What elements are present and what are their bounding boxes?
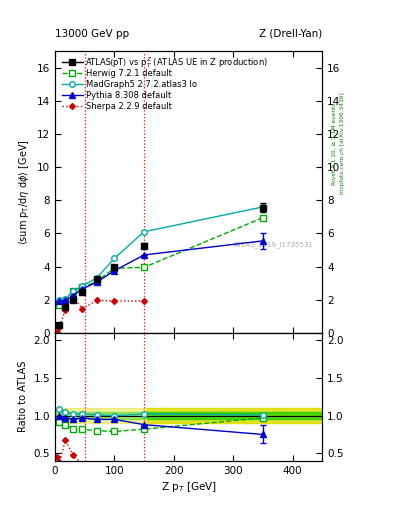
Sherpa 2.2.9 default — [70, 293, 75, 300]
Line: MadGraph5 2.7.2.atlas3 lo: MadGraph5 2.7.2.atlas3 lo — [57, 204, 266, 303]
MadGraph5 2.7.2.atlas3 lo — [261, 204, 265, 210]
Text: mcplots.cern.ch [arXiv:1306.3436]: mcplots.cern.ch [arXiv:1306.3436] — [340, 93, 345, 194]
Herwig 7.2.1 default — [80, 284, 85, 290]
Legend: ATLAS, Herwig 7.2.1 default, MadGraph5 2.7.2.atlas3 lo, Pythia 8.308 default, Sh: ATLAS, Herwig 7.2.1 default, MadGraph5 2… — [59, 55, 199, 114]
Herwig 7.2.1 default — [142, 264, 147, 270]
Line: Herwig 7.2.1 default: Herwig 7.2.1 default — [57, 215, 266, 308]
Sherpa 2.2.9 default — [80, 306, 85, 312]
MadGraph5 2.7.2.atlas3 lo — [112, 255, 117, 261]
MadGraph5 2.7.2.atlas3 lo — [63, 296, 68, 302]
Sherpa 2.2.9 default — [63, 307, 68, 313]
Y-axis label: $\langle$sum p$_{\rm T}$/d$\eta$ d$\phi\rangle$ [GeV]: $\langle$sum p$_{\rm T}$/d$\eta$ d$\phi\… — [17, 139, 31, 245]
Bar — [147, 412, 322, 419]
Herwig 7.2.1 default — [94, 279, 99, 285]
Herwig 7.2.1 default — [63, 298, 68, 305]
MadGraph5 2.7.2.atlas3 lo — [94, 275, 99, 281]
Text: $\langle$pT$\rangle$ vs p$_T^Z$ (ATLAS UE in Z production): $\langle$pT$\rangle$ vs p$_T^Z$ (ATLAS U… — [109, 55, 268, 70]
MadGraph5 2.7.2.atlas3 lo — [142, 229, 147, 235]
Text: ATLAS_2019_I1736531: ATLAS_2019_I1736531 — [234, 242, 314, 248]
Bar — [147, 408, 322, 423]
Herwig 7.2.1 default — [261, 215, 265, 221]
Sherpa 2.2.9 default — [142, 298, 147, 304]
Text: Rivet 3.1.10, ≥ 3.1M events: Rivet 3.1.10, ≥ 3.1M events — [332, 102, 337, 184]
Herwig 7.2.1 default — [57, 303, 62, 309]
MadGraph5 2.7.2.atlas3 lo — [80, 283, 85, 289]
Sherpa 2.2.9 default — [54, 329, 59, 335]
Sherpa 2.2.9 default — [57, 324, 62, 330]
Text: Z (Drell-Yan): Z (Drell-Yan) — [259, 29, 322, 38]
Herwig 7.2.1 default — [112, 265, 117, 271]
Herwig 7.2.1 default — [70, 288, 75, 294]
MadGraph5 2.7.2.atlas3 lo — [57, 297, 62, 304]
Line: Sherpa 2.2.9 default: Sherpa 2.2.9 default — [54, 294, 146, 334]
MadGraph5 2.7.2.atlas3 lo — [70, 288, 75, 294]
Sherpa 2.2.9 default — [112, 298, 117, 304]
X-axis label: Z p$_T$ [GeV]: Z p$_T$ [GeV] — [161, 480, 217, 494]
Bar — [55, 408, 322, 423]
Sherpa 2.2.9 default — [94, 297, 99, 304]
Bar — [55, 412, 322, 419]
Y-axis label: Ratio to ATLAS: Ratio to ATLAS — [18, 361, 28, 433]
Text: 13000 GeV pp: 13000 GeV pp — [55, 29, 129, 38]
